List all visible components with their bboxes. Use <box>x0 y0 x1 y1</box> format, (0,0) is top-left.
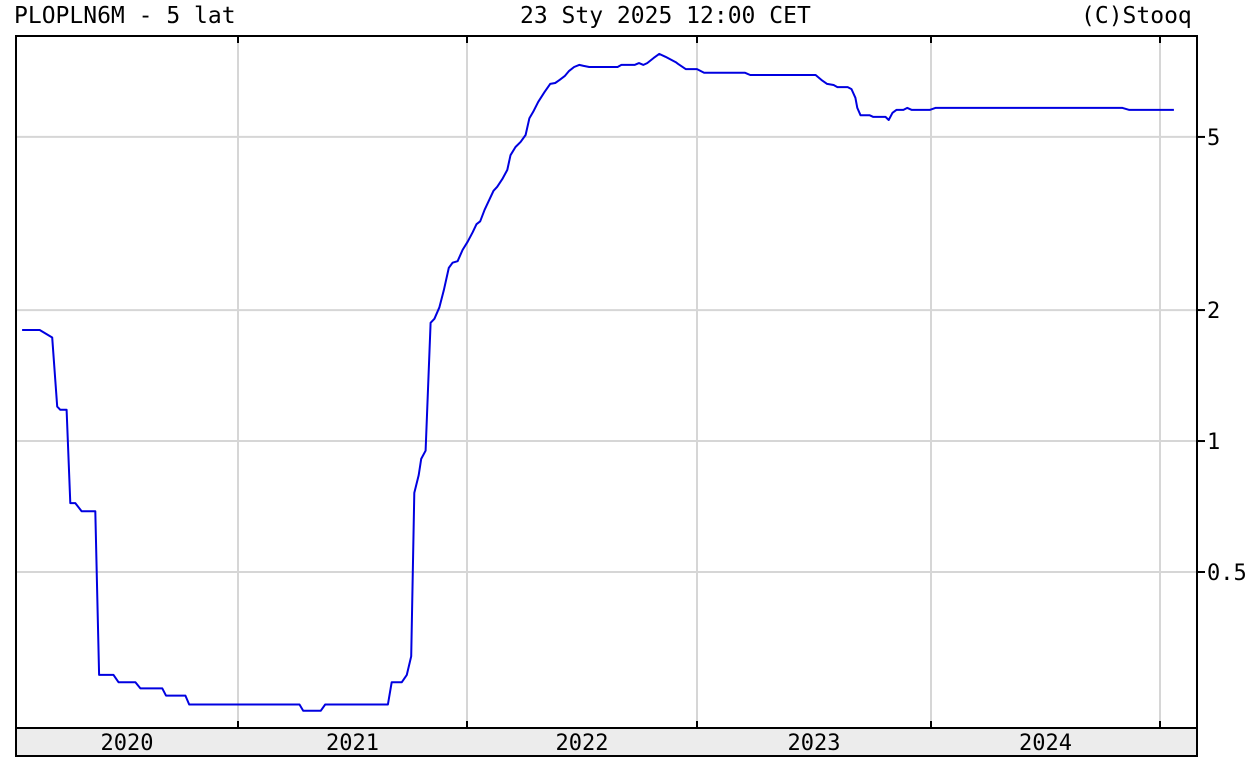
y-tick-label: 2 <box>1207 299 1220 324</box>
y-tick-label: 5 <box>1207 126 1220 151</box>
y-tick-label: 1 <box>1207 430 1220 455</box>
x-tick-label: 2020 <box>101 731 154 756</box>
chart-copyright: (C)Stooq <box>1081 3 1192 29</box>
x-tick-label: 2021 <box>326 731 379 756</box>
plot-frame <box>15 35 1198 729</box>
chart-timestamp: 23 Sty 2025 12:00 CET <box>520 3 811 29</box>
x-tick-label: 2023 <box>788 731 841 756</box>
x-tick-label: 2024 <box>1019 731 1072 756</box>
chart-title: PLOPLN6M - 5 lat <box>14 3 236 29</box>
series-line <box>22 52 1174 712</box>
x-tick-label: 2022 <box>556 731 609 756</box>
y-tick-label: 0.5 <box>1207 561 1247 586</box>
